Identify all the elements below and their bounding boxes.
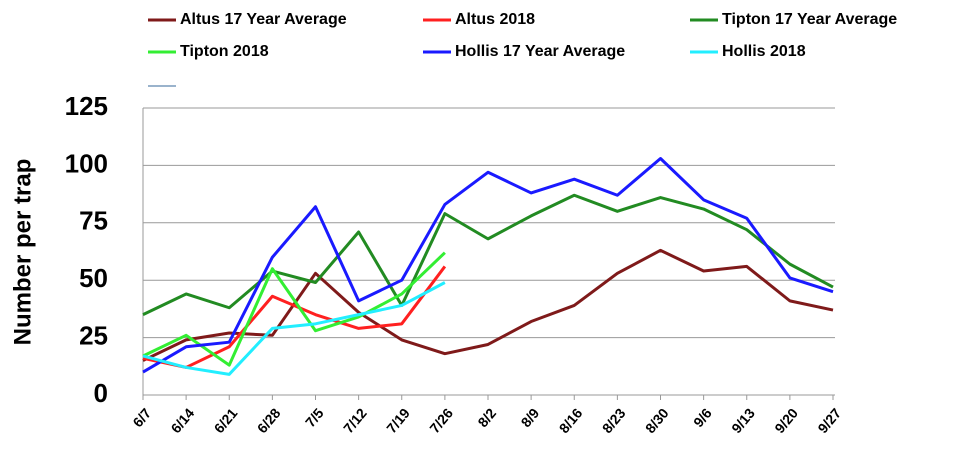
- x-tick-label: 7/12: [340, 405, 370, 436]
- x-tick-label: 8/30: [642, 405, 672, 436]
- x-tick-label: 7/26: [426, 405, 456, 436]
- x-tick-label: 9/13: [728, 405, 758, 436]
- legend-label: Hollis 17 Year Average: [455, 43, 625, 60]
- legend-label: Tipton 17 Year Average: [722, 11, 897, 28]
- series-line: [142, 248, 834, 362]
- y-tick-label: 50: [79, 263, 108, 293]
- series-line: [142, 193, 834, 316]
- series-line: [142, 251, 446, 367]
- x-tick-label: 6/7: [129, 405, 154, 430]
- y-axis-label: Number per trap: [9, 159, 36, 346]
- x-tick-label: 6/28: [254, 405, 284, 436]
- x-tick-label: 8/2: [474, 405, 499, 430]
- legend-label: Altus 2018: [455, 11, 535, 28]
- x-tick-label: 7/19: [383, 405, 413, 436]
- series-line: [142, 157, 834, 374]
- y-tick-label: 75: [79, 206, 108, 236]
- y-tick-label: 125: [65, 91, 108, 121]
- x-tick-label: 9/6: [690, 405, 715, 430]
- y-tick-label: 100: [65, 148, 108, 178]
- x-tick-label: 6/14: [167, 405, 197, 436]
- y-tick-label: 0: [94, 378, 108, 408]
- series-line: [142, 281, 446, 376]
- x-tick-label: 7/5: [302, 405, 327, 430]
- x-tick-label: 8/9: [517, 405, 542, 430]
- x-tick-label: 9/27: [814, 405, 844, 436]
- legend-label: Altus 17 Year Average: [180, 11, 347, 28]
- x-tick-label: 9/20: [771, 405, 801, 436]
- y-tick-label: 25: [79, 320, 108, 350]
- legend-label: Hollis 2018: [722, 43, 806, 60]
- x-tick-label: 8/16: [556, 405, 586, 436]
- x-tick-label: 6/21: [211, 405, 241, 436]
- series-line: [142, 265, 447, 369]
- legend-label: Tipton 2018: [180, 43, 269, 60]
- x-tick-label: 8/23: [599, 405, 629, 436]
